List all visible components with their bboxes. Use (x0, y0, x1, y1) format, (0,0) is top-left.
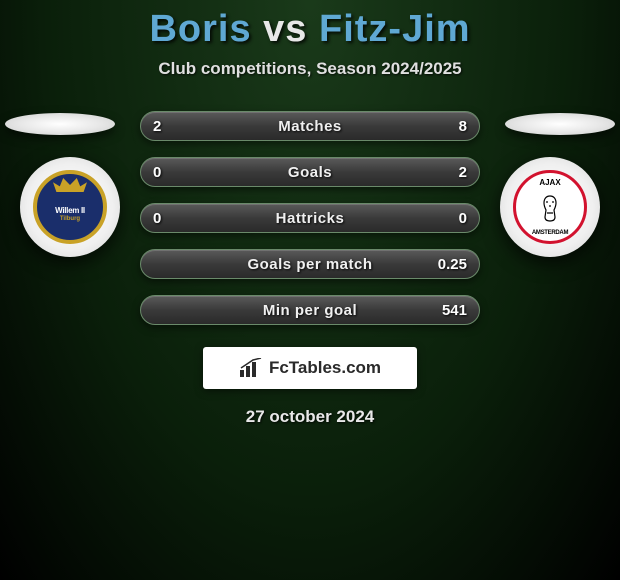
club-badge-right: AJAX AMSTERDAM (500, 157, 600, 257)
ajax-crest: AJAX AMSTERDAM (513, 170, 587, 244)
stat-label: Goals per match (247, 256, 372, 273)
stat-row-goals-per-match: Goals per match 0.25 (140, 249, 480, 279)
comparison-title: Boris vs Fitz-Jim (0, 0, 620, 51)
date-label: 27 october 2024 (0, 407, 620, 427)
plate-left (5, 113, 115, 135)
stat-label: Goals (288, 164, 332, 181)
club-right-name: AJAX (539, 178, 560, 187)
stat-label: Min per goal (263, 302, 357, 319)
stat-right-value: 2 (459, 164, 467, 181)
subtitle: Club competitions, Season 2024/2025 (0, 59, 620, 79)
badge-circle-left: Willem II Tilburg (20, 157, 120, 257)
player1-name: Boris (149, 8, 251, 50)
plate-right (505, 113, 615, 135)
badge-circle-right: AJAX AMSTERDAM (500, 157, 600, 257)
stat-row-matches: 2 Matches 8 (140, 111, 480, 141)
player2-name: Fitz-Jim (319, 8, 471, 50)
watermark: FcTables.com (203, 347, 417, 389)
stat-left-value: 2 (153, 118, 161, 135)
watermark-text: FcTables.com (269, 358, 381, 378)
crown-icon (53, 178, 87, 192)
club-right-sub: AMSTERDAM (532, 230, 568, 236)
stat-right-value: 8 (459, 118, 467, 135)
vs-separator: vs (263, 8, 307, 50)
stat-left-value: 0 (153, 164, 161, 181)
ajax-head-icon (537, 193, 563, 223)
stat-row-min-per-goal: Min per goal 541 (140, 295, 480, 325)
chart-icon (239, 358, 263, 378)
stat-left-value: 0 (153, 210, 161, 227)
stats-container: 2 Matches 8 0 Goals 2 0 Hattricks 0 Goal… (140, 111, 480, 325)
stat-right-value: 0 (459, 210, 467, 227)
content-area: Willem II Tilburg AJAX AMSTERDAM 2 Match… (0, 111, 620, 427)
willem-crest: Willem II Tilburg (33, 170, 107, 244)
stat-right-value: 541 (442, 302, 467, 319)
stat-label: Matches (278, 118, 342, 135)
stat-row-hattricks: 0 Hattricks 0 (140, 203, 480, 233)
stat-right-value: 0.25 (438, 256, 467, 273)
club-left-sub: Tilburg (60, 216, 80, 222)
club-badge-left: Willem II Tilburg (20, 157, 120, 257)
club-left-name: Willem II (55, 206, 85, 215)
stat-label: Hattricks (276, 210, 345, 227)
stat-row-goals: 0 Goals 2 (140, 157, 480, 187)
